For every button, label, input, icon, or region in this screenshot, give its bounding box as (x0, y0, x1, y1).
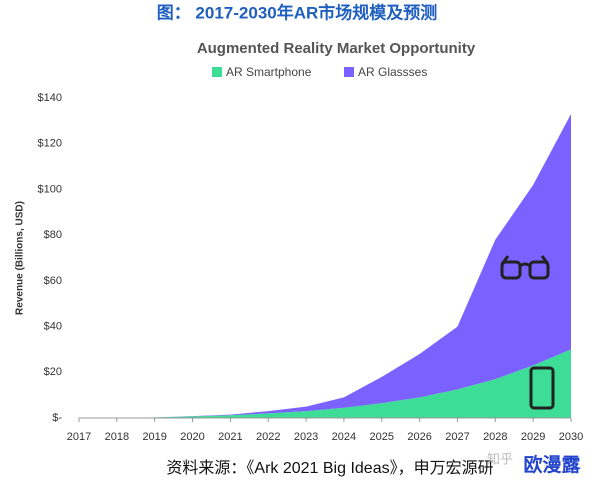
y-tick-label: $- (52, 412, 62, 424)
y-tick-label: $120 (38, 138, 62, 150)
watermark-site: 知乎 (487, 451, 513, 466)
x-tick-label: 2020 (180, 431, 204, 443)
y-tick-label: $20 (44, 366, 62, 378)
x-tick-label: 2026 (407, 431, 431, 443)
x-tick-label: 2018 (105, 431, 129, 443)
watermark: 欧漫露 (523, 453, 581, 476)
x-tick-label: 2021 (218, 431, 242, 443)
y-tick-label: $100 (38, 183, 62, 195)
area (79, 114, 571, 418)
phone-icon (529, 366, 555, 410)
legend-label: AR Glassses (358, 65, 427, 79)
y-tick-label: $60 (44, 275, 62, 287)
x-tick-label: 2024 (332, 431, 356, 443)
area (79, 349, 571, 418)
x-tick-label: 2022 (256, 431, 280, 443)
source-note: 资料来源：《Ark 2021 Big Ideas》，申万宏源研 (166, 459, 493, 477)
glasses-icon (500, 255, 550, 280)
y-axis-label: Revenue (Billions, USD) (15, 201, 26, 315)
x-tick-label: 2023 (294, 431, 318, 443)
x-tick-label: 2027 (445, 431, 469, 443)
x-tick-label: 2030 (559, 431, 583, 443)
x-tick-label: 2028 (483, 431, 507, 443)
chart-title: Augmented Reality Market Opportunity (197, 40, 476, 57)
y-tick-label: $80 (44, 229, 62, 241)
page-title: 图： 2017-2030年AR市场规模及预测 (157, 2, 438, 22)
legend-swatch (344, 67, 354, 77)
legend-swatch (212, 67, 222, 77)
legend-label: AR Smartphone (226, 65, 312, 79)
x-tick-label: 2029 (521, 431, 545, 443)
x-tick-label: 2017 (67, 431, 91, 443)
y-tick-label: $40 (44, 320, 62, 332)
x-tick-label: 2025 (370, 431, 394, 443)
y-tick-label: $140 (38, 92, 62, 104)
x-tick-label: 2019 (142, 431, 166, 443)
plot: AR Smartphone AR Glassses $- $20 $40 $60 $80 $1… (38, 65, 584, 443)
